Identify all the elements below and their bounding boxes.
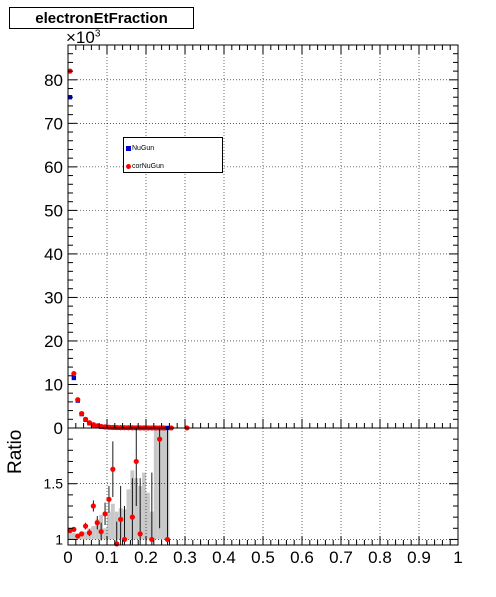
ratio-point	[137, 531, 143, 537]
x-tick-label: 0.9	[407, 548, 431, 567]
nugun-point	[71, 375, 77, 381]
ratio-point	[98, 529, 104, 535]
cornugun-point	[110, 424, 116, 431]
cornugun-point	[75, 397, 81, 403]
ratio-point	[79, 531, 85, 537]
ratio-point	[75, 533, 81, 539]
top-y-tick-label: 40	[44, 245, 63, 264]
main-points	[67, 68, 190, 431]
cornugun-point	[94, 423, 100, 429]
top-y-tick-label: 0	[54, 419, 63, 438]
ratio-band-bin	[161, 428, 166, 540]
cornugun-point	[79, 411, 85, 417]
ratio-point	[129, 514, 135, 520]
ratio-band-bin	[134, 478, 139, 540]
top-y-tick-label: 80	[44, 71, 63, 90]
y-scale-base: ×10	[66, 28, 95, 47]
ratio-axis-label: Ratio	[5, 429, 26, 474]
tick-labels: 0 10 20 30 40 50 60 70 80 1 1.5 0 0.1 0.2 0.3 0.4 0.5 0.6…	[44, 71, 463, 567]
x-tick-label: 0	[63, 548, 72, 567]
y-scale-label: ×103	[66, 28, 100, 48]
ratio-point	[67, 527, 73, 534]
legend-circle-icon	[126, 163, 131, 169]
chart-title: electronEtFraction	[9, 7, 194, 29]
ratio-band-bin	[110, 503, 115, 540]
top-y-tick-label: 30	[44, 288, 63, 307]
x-tick-label: 0.4	[212, 548, 236, 567]
top-y-tick-label: 60	[44, 158, 63, 177]
ratio-band-bin	[83, 531, 88, 540]
x-tick-label: 0.8	[368, 548, 392, 567]
x-tick-label: 0.5	[251, 548, 275, 567]
y-scale-exponent: 3	[94, 28, 101, 40]
ratio-point	[149, 536, 155, 543]
ratio-band-bin	[68, 530, 72, 540]
ratio-point	[90, 503, 96, 509]
cornugun-point	[86, 420, 93, 426]
ratio-point	[71, 526, 77, 533]
top-y-tick-label: 50	[44, 201, 63, 220]
ratio-point	[102, 511, 108, 517]
ratio-points	[67, 428, 171, 547]
legend-square-icon	[126, 145, 131, 151]
ratio-point	[86, 530, 93, 536]
top-y-tick-label: 20	[44, 332, 63, 351]
x-tick-label: 0.3	[173, 548, 197, 567]
x-tick-label: 0.1	[95, 548, 119, 567]
ratio-y-tick-label: 1.5	[44, 476, 64, 492]
legend-entry-nugun: NuGun	[126, 143, 154, 153]
legend-entry-cornugun: corNuGun	[126, 161, 164, 171]
x-tick-label: 1	[453, 548, 462, 567]
cornugun-point	[71, 370, 77, 377]
ratio-band-bin	[79, 533, 84, 540]
ratio-band-bin	[91, 526, 96, 540]
x-tick-label: 0.7	[329, 548, 353, 567]
x-tick-label: 0.2	[134, 548, 158, 567]
cornugun-point	[106, 424, 112, 430]
ratio-point	[110, 466, 116, 472]
ratio-point	[133, 458, 139, 465]
ratio-band-bin	[71, 532, 76, 540]
ratio-point	[118, 516, 124, 522]
ratio-point	[94, 520, 100, 526]
top-y-tick-label: 10	[44, 375, 63, 394]
ratio-band-bin	[126, 489, 131, 540]
legend-label-nugun: NuGun	[132, 144, 155, 152]
ratio-point	[157, 436, 163, 442]
ratio-band-bin	[142, 472, 146, 540]
ratio-point	[106, 496, 112, 502]
x-tick-label: 0.6	[290, 548, 314, 567]
axis-ticks	[67, 44, 459, 545]
cornugun-point	[82, 416, 89, 422]
ratio-point	[82, 523, 89, 529]
ratio-point	[121, 536, 128, 543]
legend-label-cornugun: corNuGun	[132, 162, 164, 170]
top-grid	[68, 45, 458, 428]
legend: NuGun corNuGun	[123, 137, 223, 173]
ratio-band-bin	[146, 492, 150, 540]
ratio-band-bin	[103, 528, 107, 540]
cornugun-point	[90, 422, 96, 428]
ratio-band-bin	[107, 511, 111, 540]
ratio-point	[164, 536, 171, 543]
top-y-tick-label: 70	[44, 114, 63, 133]
ratio-y-tick-label: 1	[55, 531, 63, 547]
